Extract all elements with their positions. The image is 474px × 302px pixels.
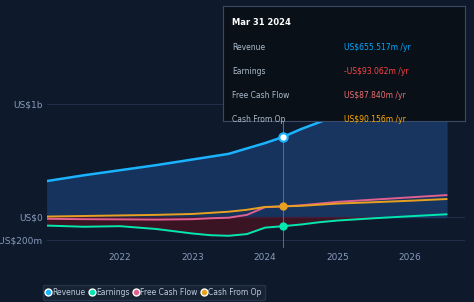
Text: Mar 31 2024: Mar 31 2024 — [232, 18, 292, 27]
Text: Revenue: Revenue — [232, 43, 265, 52]
Text: US$87.840m /yr: US$87.840m /yr — [344, 91, 405, 100]
Text: -US$93.062m /yr: -US$93.062m /yr — [344, 67, 408, 76]
Text: Past: Past — [258, 80, 280, 89]
Legend: Revenue, Earnings, Free Cash Flow, Cash From Op: Revenue, Earnings, Free Cash Flow, Cash … — [43, 285, 264, 300]
Text: Analysts Forecasts: Analysts Forecasts — [289, 80, 367, 89]
Text: US$90.156m /yr: US$90.156m /yr — [344, 115, 406, 124]
Text: US$655.517m /yr: US$655.517m /yr — [344, 43, 410, 52]
Text: Free Cash Flow: Free Cash Flow — [232, 91, 290, 100]
Text: Cash From Op: Cash From Op — [232, 115, 286, 124]
Text: Earnings: Earnings — [232, 67, 266, 76]
